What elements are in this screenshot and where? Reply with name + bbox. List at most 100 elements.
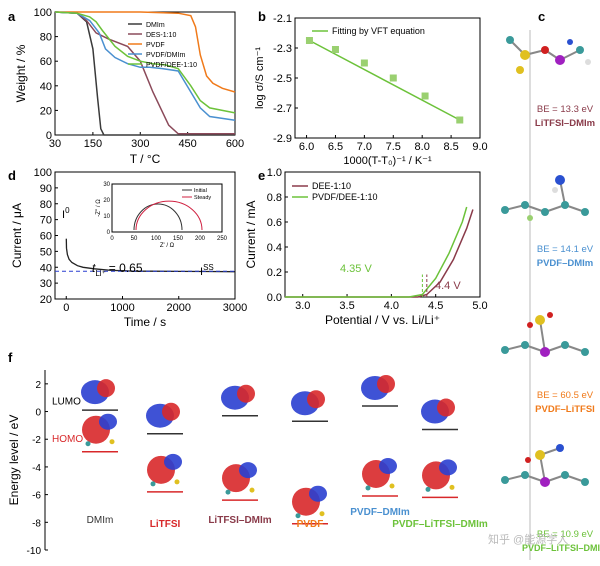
data-point	[331, 46, 339, 53]
panel-label-c: c	[538, 9, 545, 24]
f-y-tick-label: 2	[35, 380, 41, 391]
label-litfsi-dmim: LiTFSI–DMIm	[535, 118, 595, 129]
f-y-tick-label: -6	[32, 491, 41, 502]
x-tick-label: 5.0	[472, 300, 487, 312]
y-tick-label: 90	[40, 183, 52, 195]
series-line-pvdf-dmim	[54, 11, 236, 121]
y-tick-label: 100	[34, 7, 52, 19]
orbital-blob	[99, 413, 117, 430]
series-line-des-1-10	[54, 11, 235, 135]
x-axis-label: T / °C	[130, 152, 161, 166]
chart-b: 6.0 6.5 7.0 7.5 8.0 8.5 9.0 -2.1 -2.3 -2.5 -2.7 -2.…	[254, 13, 488, 167]
plot-frame	[294, 17, 481, 139]
inset-y-tick: 30	[103, 182, 110, 188]
molecule-label: LiTFSI–DMIm	[208, 515, 271, 526]
y-tick-label: 0.2	[267, 267, 282, 279]
legend-label: PVDF/DEE-1:10	[312, 192, 378, 202]
x-tick-label: 600	[226, 138, 244, 150]
y-tick-label: 0.4	[267, 242, 282, 254]
atom	[109, 439, 115, 445]
x-axis-label: 1000(T-T₀)⁻¹ / K⁻¹	[343, 155, 432, 167]
atom	[389, 483, 395, 489]
fit-line	[309, 39, 461, 121]
inset-x-tick: 0	[110, 236, 114, 242]
y-axis-label: log σ/S cm⁻¹	[254, 47, 266, 109]
data-point	[305, 37, 313, 44]
orbital-blob	[164, 453, 182, 470]
legend-label: PVDF/DEE-1:10	[146, 62, 197, 69]
chart-title: Fitting by VFT equation	[332, 26, 425, 36]
atom	[319, 511, 325, 517]
y-tick-label: 0.6	[267, 217, 282, 229]
voltage-label-des: 4.4 V	[435, 280, 461, 292]
molecule-pvdf-litfsi-dmim	[501, 444, 589, 487]
atom	[365, 485, 371, 491]
homo-label: HOMO	[52, 434, 83, 445]
legend-label: PVDF/DMIm	[146, 52, 185, 59]
molecule-label: PVDF–LiTFSI–DMIm	[392, 519, 488, 530]
y-tick-label: -2.9	[273, 133, 292, 145]
orbital-blob	[377, 375, 395, 393]
inset-legend-label: Steady	[194, 195, 211, 201]
x-tick-label: 6.5	[328, 141, 343, 153]
panel-f: 2 0 -2 -4 -6 -8 -10 Energy level / eV LUMO HOMO DM…	[7, 370, 488, 557]
inset-steady-arc	[135, 200, 203, 231]
y-tick-label: 100	[34, 167, 52, 179]
y-tick-label: 0	[46, 130, 52, 142]
orbital-blob	[439, 459, 457, 476]
x-tick-label: 4.5	[428, 300, 443, 312]
x-tick-label: 1000	[110, 302, 134, 314]
orbital-blob	[162, 402, 180, 421]
inset-legend-label: Initial	[194, 188, 207, 194]
x-tick-label: 2000	[167, 302, 191, 314]
y-tick-label: -2.1	[273, 13, 292, 25]
atom	[174, 479, 180, 485]
inset-initial-arc	[133, 203, 183, 231]
legend-label: PVDF	[146, 42, 165, 49]
be-litfsi-dmim: BE = 13.3 eV	[537, 104, 594, 115]
f-y-axis-label: Energy level / eV	[7, 415, 21, 506]
series-line-pvdf-dee-1-10	[54, 11, 236, 114]
tli-label: tLi⁺ = 0.65	[92, 261, 143, 278]
f-y-tick-label: -4	[32, 463, 41, 474]
watermark: 知乎 @能源学人	[488, 532, 568, 546]
inset-y-tick: 0	[107, 230, 111, 236]
y-tick-label: 30	[40, 278, 52, 290]
f-y-tick-label: 0	[35, 408, 41, 419]
x-tick-label: 8.0	[415, 141, 430, 153]
y-tick-label: 80	[40, 199, 52, 211]
inset-frame	[111, 183, 223, 233]
x-tick-label: 450	[178, 138, 196, 150]
data-point	[456, 116, 464, 124]
x-tick-label: 6.0	[299, 141, 314, 153]
inset-y-label: -Z'' / Ω	[96, 199, 102, 217]
panel-label-a: a	[8, 9, 16, 24]
inset-x-tick: 100	[151, 236, 162, 242]
x-tick-label: 7.5	[386, 141, 401, 153]
panel-d-annotations: I0 ISS tLi⁺ = 0.65	[62, 206, 214, 278]
y-tick-label: 20	[40, 294, 52, 306]
y-tick-label: 60	[40, 56, 52, 68]
panel-label-d: d	[8, 168, 16, 183]
atom	[295, 513, 301, 519]
molecule-litfsi-dmim	[506, 36, 591, 74]
inset-x-tick: 50	[131, 236, 138, 242]
y-tick-label: 80	[40, 32, 52, 44]
label-pvdf-litfsi-dmim: PVDF–LiTFSI–DMIm	[522, 543, 600, 553]
orbital-blob	[309, 485, 327, 502]
panel-label-b: b	[258, 9, 266, 24]
f-y-tick-label: -2	[32, 435, 41, 446]
orbital-blob	[97, 379, 115, 398]
be-pvdf-litfsi: BE = 60.5 eV	[537, 390, 594, 401]
x-tick-label: 30	[49, 138, 61, 150]
panel-label-f: f	[8, 350, 13, 365]
x-axis-label: Potential / V vs. Li/Li⁺	[325, 313, 440, 327]
y-axis-label: Current / mA	[244, 200, 258, 268]
molecule-label: PVDF	[297, 519, 324, 530]
y-tick-label: 50	[40, 246, 52, 258]
inset-x-tick: 250	[217, 236, 228, 242]
x-tick-label: 3.0	[295, 300, 310, 312]
x-tick-label: 9.0	[472, 141, 487, 153]
y-tick-label: -2.7	[273, 103, 292, 115]
